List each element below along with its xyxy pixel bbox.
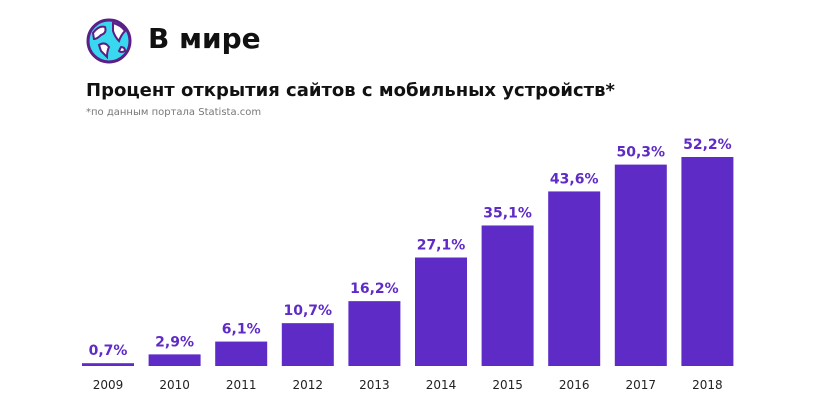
data-label: 16,2% [350, 281, 399, 297]
data-label: 0,7% [89, 343, 128, 359]
x-tick-label: 2015 [492, 378, 523, 392]
bar [148, 354, 201, 366]
page-title: В мире [148, 22, 261, 55]
bar [415, 257, 467, 366]
data-label: 50,3% [617, 145, 666, 161]
bar [481, 225, 534, 366]
chart-subtitle: *по данным портала Statista.com [86, 107, 262, 118]
data-label: 6,1% [222, 322, 261, 338]
x-tick-label: 2018 [692, 378, 723, 392]
bar [681, 157, 734, 366]
x-tick-label: 2016 [559, 378, 590, 392]
bar [281, 323, 334, 366]
bar [82, 363, 134, 366]
data-label: 52,2% [683, 137, 732, 153]
x-tick-label: 2010 [159, 378, 190, 392]
data-label: 2,9% [155, 334, 194, 350]
data-label: 43,6% [550, 171, 599, 187]
x-tick-label: 2012 [293, 378, 324, 392]
x-tick-label: 2009 [93, 378, 124, 392]
data-label: 35,1% [483, 205, 532, 221]
chart-title: Процент открытия сайтов с мобильных устр… [86, 80, 615, 101]
x-tick-label: 2011 [226, 378, 257, 392]
globe-icon [85, 17, 133, 69]
data-label: 27,1% [417, 237, 466, 253]
bar [348, 301, 401, 366]
bar [614, 164, 667, 366]
x-tick-label: 2013 [359, 378, 390, 392]
x-tick-label: 2014 [426, 378, 457, 392]
x-tick-label: 2017 [626, 378, 657, 392]
data-label: 10,7% [284, 303, 333, 319]
bar [215, 341, 268, 366]
bar [548, 191, 601, 366]
